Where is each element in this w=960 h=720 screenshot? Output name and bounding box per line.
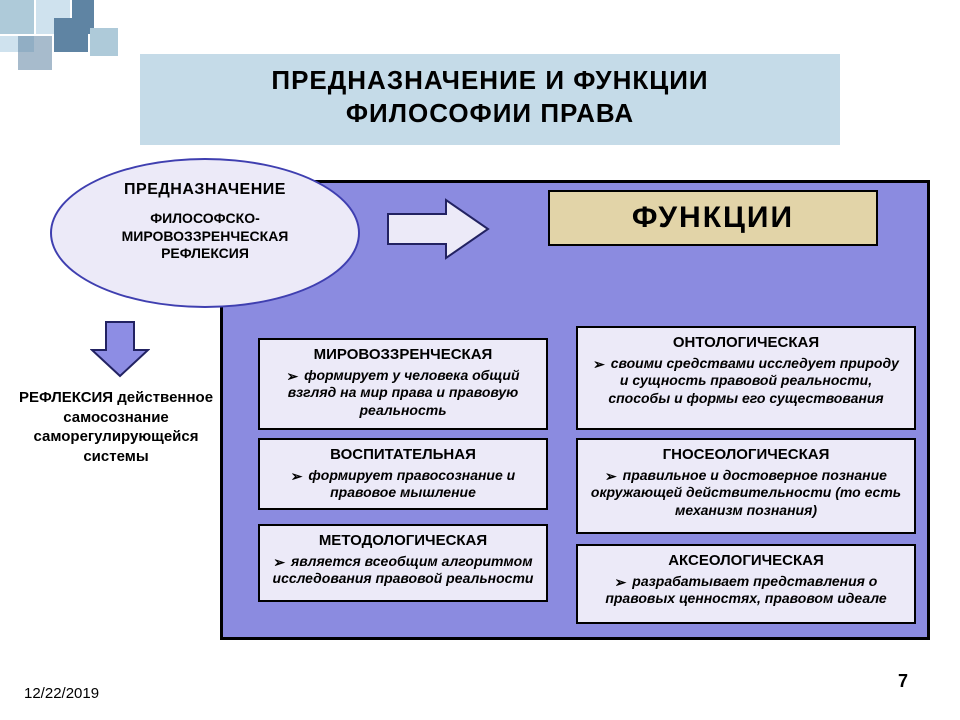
reflexia-definition: РЕФЛЕКСИЯ действенное самосознание самор… [16,388,216,466]
function-card-body: ➢ является всеобщим алгоритмом исследова… [270,553,536,588]
function-card-title: ОНТОЛОГИЧЕСКАЯ [588,334,904,353]
functions-heading: ФУНКЦИИ [548,190,878,246]
bullet-icon: ➢ [615,574,627,592]
function-card-methodological: МЕТОДОЛОГИЧЕСКАЯ ➢ является всеобщим алго… [258,524,548,602]
title-band: ПРЕДНАЗНАЧЕНИЕ И ФУНКЦИИ ФИЛОСОФИИ ПРАВА [140,54,840,145]
function-card-body: ➢ формирует правосознание и правовое мыш… [270,467,536,502]
decorative-squares [0,0,160,64]
bullet-icon: ➢ [593,356,605,374]
bullet-icon: ➢ [273,554,285,572]
function-card-body: ➢ формирует у человека общий взгляд на м… [270,367,536,420]
deco-square [90,28,118,56]
title-line-2: ФИЛОСОФИИ ПРАВА [346,98,634,128]
function-card-title: АКСЕОЛОГИЧЕСКАЯ [588,552,904,571]
arrow-down-icon [90,320,150,378]
bullet-icon: ➢ [605,468,617,486]
deco-square [54,18,88,52]
function-card-title: ГНОСЕОЛОГИЧЕСКАЯ [588,446,904,465]
function-card-worldview: МИРОВОЗЗРЕНЧЕСКАЯ ➢ формирует у человека … [258,338,548,430]
arrow-right-icon [384,196,494,262]
function-card-ontological: ОНТОЛОГИЧЕСКАЯ ➢ своими средствами исслед… [576,326,916,430]
page-title: ПРЕДНАЗНАЧЕНИЕ И ФУНКЦИИ ФИЛОСОФИИ ПРАВА [164,64,816,129]
bullet-icon: ➢ [286,368,298,386]
footer-page-number: 7 [898,671,908,692]
purpose-heading: ПРЕДНАЗНАЧЕНИЕ [76,180,334,200]
function-card-title: МЕТОДОЛОГИЧЕСКАЯ [270,532,536,551]
deco-square [18,36,52,70]
deco-square [0,0,34,34]
reflexia-title: РЕФЛЕКСИЯ [19,389,113,406]
function-card-title: ВОСПИТАТЕЛЬНАЯ [270,446,536,465]
bullet-icon: ➢ [291,468,303,486]
function-card-body: ➢ разрабатывает представления о правовых… [588,573,904,608]
function-card-gnoseological: ГНОСЕОЛОГИЧЕСКАЯ ➢ правильное и достоверн… [576,438,916,534]
function-card-axiological: АКСЕОЛОГИЧЕСКАЯ ➢ разрабатывает представл… [576,544,916,624]
functions-heading-text: ФУНКЦИИ [632,201,794,234]
function-card-educational: ВОСПИТАТЕЛЬНАЯ ➢ формирует правосознание … [258,438,548,510]
footer-date: 12/22/2019 [24,685,99,702]
function-card-title: МИРОВОЗЗРЕНЧЕСКАЯ [270,346,536,365]
purpose-ellipse: ПРЕДНАЗНАЧЕНИЕ ФИЛОСОФСКО- МИРОВОЗЗРЕНЧЕ… [50,158,360,308]
title-line-1: ПРЕДНАЗНАЧЕНИЕ И ФУНКЦИИ [271,65,708,95]
function-card-body: ➢ правильное и достоверное познание окру… [588,467,904,520]
purpose-body: ФИЛОСОФСКО- МИРОВОЗЗРЕНЧЕСКАЯ РЕФЛЕКСИЯ [76,210,334,263]
function-card-body: ➢ своими средствами исследует природу и … [588,355,904,408]
